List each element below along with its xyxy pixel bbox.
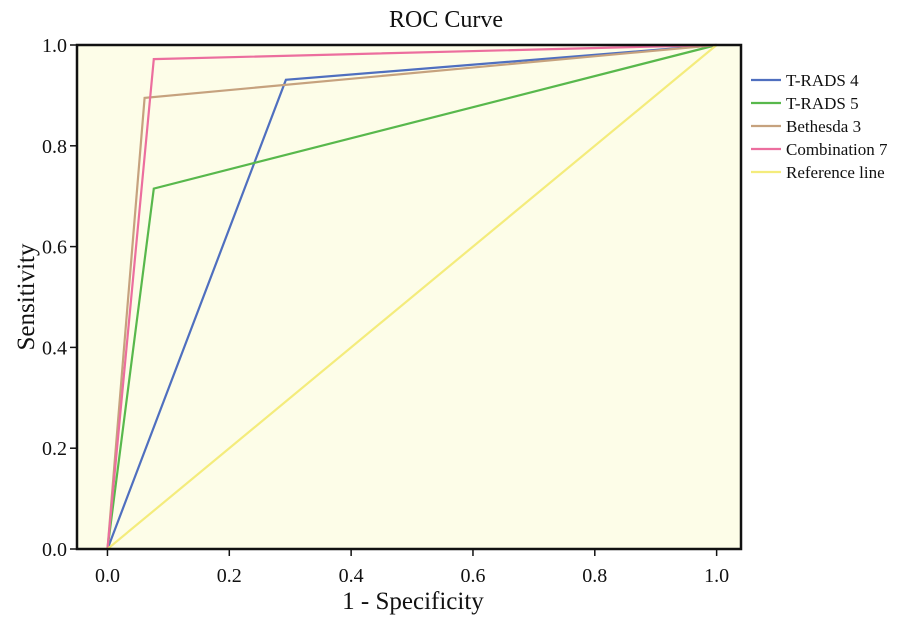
series-layer <box>106 43 718 550</box>
x-tick-label: 0.2 <box>217 565 242 587</box>
x-tick-label: 0.6 <box>460 565 485 587</box>
y-axis-title: Sensitivity <box>13 243 40 350</box>
series-line-t-rads-5 <box>106 43 717 550</box>
y-tick-label: 0.6 <box>42 237 67 259</box>
series-line-bethesda-3 <box>106 43 717 550</box>
y-axis-ticks: 0.0 0.2 0.4 0.6 0.8 1.0 <box>42 35 77 561</box>
series-line-combination-7 <box>106 43 717 550</box>
legend-label: T-RADS 4 <box>786 71 859 90</box>
y-tick-label: 1.0 <box>42 35 67 57</box>
y-tick-label: 0.4 <box>42 337 67 359</box>
legend: T-RADS 4 T-RADS 5 Bethesda 3 Combination 7 R… <box>751 71 888 182</box>
y-tick-label: 0.8 <box>42 136 67 158</box>
series-line-t-rads-4 <box>106 43 717 550</box>
legend-label: Bethesda 3 <box>786 117 861 136</box>
legend-label: Combination 7 <box>786 140 888 159</box>
y-tick-label: 0.0 <box>42 539 67 561</box>
plot-area <box>77 45 741 549</box>
x-axis-ticks: 0.0 0.2 0.4 0.6 0.8 1.0 <box>95 549 729 587</box>
series-line-reference-line <box>106 44 718 550</box>
x-axis-title: 1 - Specificity <box>342 588 484 615</box>
x-tick-label: 1.0 <box>704 565 729 587</box>
legend-label: Reference line <box>786 163 885 182</box>
y-tick-label: 0.2 <box>42 438 67 460</box>
chart-title: ROC Curve <box>389 7 503 33</box>
x-tick-label: 0.0 <box>95 565 120 587</box>
x-tick-label: 0.8 <box>582 565 607 587</box>
legend-label: T-RADS 5 <box>786 94 859 113</box>
plot-frame <box>75 43 743 551</box>
x-tick-label: 0.4 <box>339 565 364 587</box>
